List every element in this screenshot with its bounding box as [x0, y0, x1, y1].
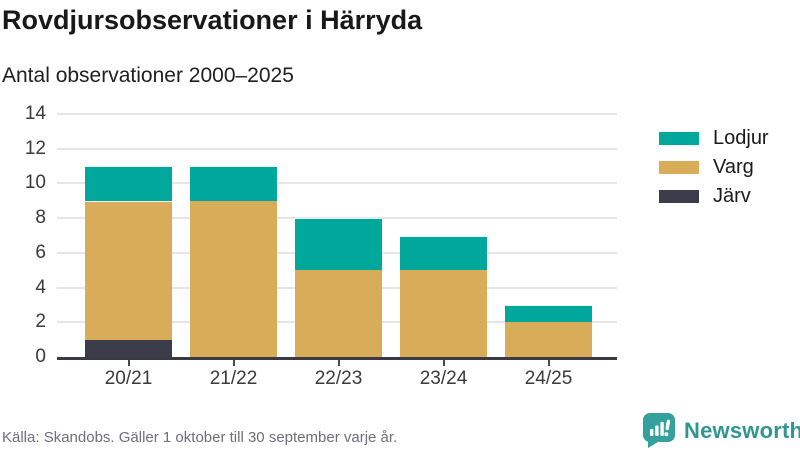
- y-tick-label-12: 12: [24, 137, 46, 159]
- x-tick-label-22-23: 22/23: [314, 368, 363, 389]
- legend-item-lodjur: Lodjur: [659, 127, 769, 150]
- gridline-y-12: [57, 147, 617, 150]
- y-tick-label-4: 4: [35, 276, 46, 298]
- legend-swatch-lodjur: [659, 132, 699, 145]
- gridline-y-14: [57, 113, 617, 115]
- x-tick-label-21-22: 21/22: [209, 368, 258, 389]
- legend-swatch-varg: [659, 161, 699, 174]
- x-axis-line: [57, 357, 617, 360]
- x-tick-24-25: [547, 360, 550, 366]
- bar-segment-varg-23-24: [400, 270, 487, 357]
- plot-area: [57, 113, 617, 360]
- newsworthy-icon: [643, 413, 675, 448]
- legend: Lodjur Varg Järv: [659, 127, 769, 214]
- brand-name: Newsworthy: [684, 417, 800, 443]
- y-tick-label-8: 8: [35, 207, 46, 229]
- x-tick-23-24: [442, 360, 445, 366]
- chart-title: Rovdjursobservationer i Härryda: [2, 5, 423, 35]
- legend-item-järv: Järv: [659, 185, 769, 208]
- bar-segment-lodjur-23-24: [400, 235, 487, 271]
- chart-subtitle: Antal observationer 2000–2025: [2, 64, 294, 87]
- bar-segment-lodjur-20-21: [85, 166, 172, 201]
- source-note: Källa: Skandobs. Gäller 1 oktober till 3…: [2, 429, 398, 446]
- legend-label-lodjur: Lodjur: [713, 127, 769, 149]
- bar-segment-varg-22-23: [295, 270, 382, 357]
- gridline-y-10: [57, 182, 617, 185]
- y-tick-label-6: 6: [35, 241, 46, 263]
- bar-segment-varg-20-21: [85, 200, 172, 340]
- bar-segment-varg-21-22: [190, 200, 277, 357]
- x-tick-label-20-21: 20/21: [104, 368, 153, 389]
- x-tick-label-24-25: 24/25: [524, 368, 573, 389]
- bar-segment-varg-24-25: [505, 322, 592, 357]
- gridline-y-8: [57, 217, 617, 220]
- y-tick-label-0: 0: [35, 346, 46, 367]
- bar-segment-lodjur-24-25: [505, 304, 592, 323]
- y-tick-label-2: 2: [35, 311, 46, 333]
- legend-label-varg: Varg: [713, 156, 754, 178]
- brand-logo: Newsworthy: [643, 413, 800, 448]
- legend-swatch-järv: [659, 190, 699, 203]
- legend-label-järv: Järv: [713, 185, 751, 207]
- bar-segment-lodjur-21-22: [190, 166, 277, 201]
- x-tick-22-23: [337, 360, 340, 366]
- x-tick-label-23-24: 23/24: [419, 368, 468, 389]
- legend-item-varg: Varg: [659, 156, 769, 179]
- x-tick-20-21: [127, 360, 130, 366]
- x-tick-21-22: [232, 360, 235, 366]
- bar-segment-lodjur-22-23: [295, 218, 382, 271]
- y-tick-label-14: 14: [24, 103, 46, 124]
- y-tick-label-10: 10: [24, 172, 46, 194]
- bar-segment-järv-20-21: [85, 339, 172, 357]
